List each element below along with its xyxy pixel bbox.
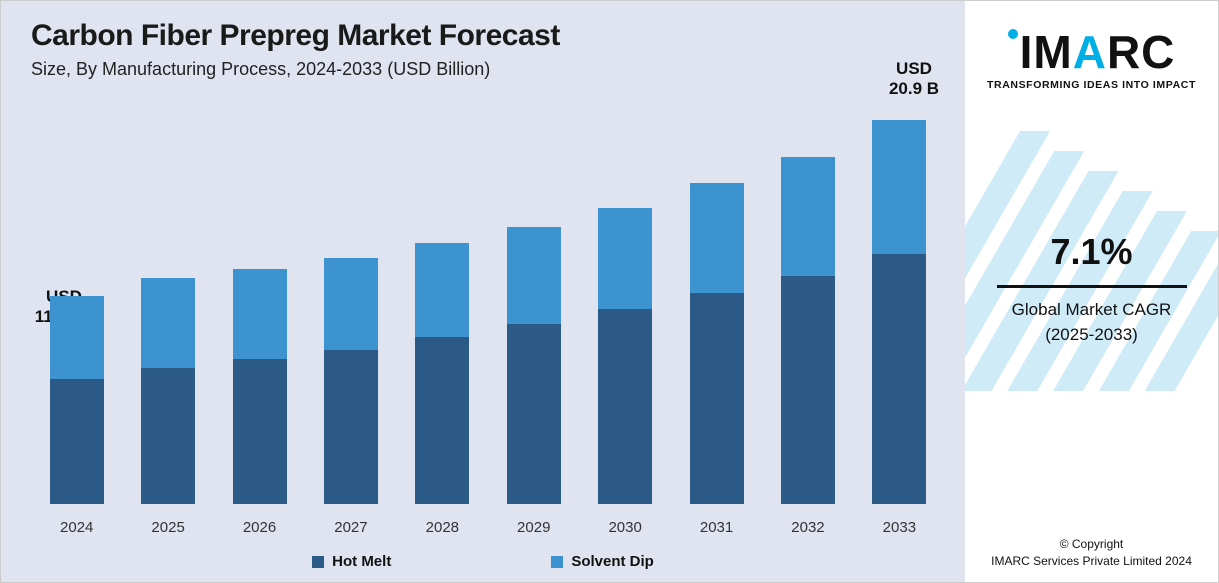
legend-label: Solvent Dip (571, 553, 654, 570)
x-axis-labels: 2024202520262027202820292030203120322033 (31, 519, 945, 536)
bar-segment-solvent-dip (690, 183, 744, 293)
logo-dot-icon (1008, 29, 1018, 39)
x-axis-label: 2026 (214, 519, 305, 536)
chart-subtitle: Size, By Manufacturing Process, 2024-203… (31, 59, 945, 80)
bar-segment-solvent-dip (324, 258, 378, 350)
imarc-logo: IMARC TRANSFORMING IDEAS INTO IMPACT (987, 29, 1196, 91)
legend: Hot Melt Solvent Dip (1, 553, 965, 570)
side-panel: IMARC TRANSFORMING IDEAS INTO IMPACT 7.1… (965, 1, 1218, 582)
bar (50, 296, 104, 504)
legend-swatch-icon (312, 556, 324, 568)
x-axis-label: 2024 (31, 519, 122, 536)
x-axis-label: 2032 (762, 519, 853, 536)
bar-slot (579, 111, 670, 504)
chart-title: Carbon Fiber Prepreg Market Forecast (31, 19, 945, 53)
copyright: © Copyright IMARC Services Private Limit… (965, 536, 1218, 570)
bar-slot (31, 111, 122, 504)
x-axis-label: 2028 (397, 519, 488, 536)
bar (872, 120, 926, 504)
copyright-line1: © Copyright (965, 536, 1218, 553)
bar (415, 243, 469, 504)
cagr-block: 7.1% Global Market CAGR (2025-2033) (997, 231, 1187, 347)
bar-segment-hot-melt (507, 324, 561, 504)
cagr-divider (997, 285, 1187, 288)
bar-slot (671, 111, 762, 504)
bar-segment-hot-melt (872, 254, 926, 504)
callout-last-line2: 20.9 B (869, 79, 959, 99)
callout-last: USD 20.9 B (869, 59, 959, 100)
bar (324, 258, 378, 504)
bar-segment-hot-melt (141, 368, 195, 504)
bar-slot (305, 111, 396, 504)
bar-segment-hot-melt (415, 337, 469, 504)
x-axis-label: 2025 (122, 519, 213, 536)
x-axis-label: 2031 (671, 519, 762, 536)
bar-segment-hot-melt (598, 309, 652, 504)
bar-segment-solvent-dip (872, 120, 926, 254)
bar (507, 227, 561, 504)
copyright-line2: IMARC Services Private Limited 2024 (965, 553, 1218, 570)
bar-slot (214, 111, 305, 504)
bar-segment-solvent-dip (415, 243, 469, 337)
bar-segment-solvent-dip (233, 269, 287, 359)
legend-label: Hot Melt (332, 553, 391, 570)
logo-text-pre: IM (1020, 29, 1073, 75)
logo-text-post: RC (1107, 29, 1175, 75)
bar-segment-solvent-dip (781, 157, 835, 276)
bar-segment-hot-melt (50, 379, 104, 504)
bar (598, 208, 652, 504)
bar-segment-solvent-dip (50, 296, 104, 379)
bar (781, 157, 835, 504)
legend-swatch-icon (551, 556, 563, 568)
x-axis-label: 2033 (854, 519, 945, 536)
bar (690, 183, 744, 504)
root: Carbon Fiber Prepreg Market Forecast Siz… (0, 0, 1219, 583)
chart-panel: Carbon Fiber Prepreg Market Forecast Siz… (1, 1, 965, 582)
legend-item-hot-melt: Hot Melt (312, 553, 391, 570)
legend-item-solvent-dip: Solvent Dip (551, 553, 654, 570)
logo-text-accent: A (1073, 29, 1107, 75)
logo-word: IMARC (1008, 29, 1176, 75)
bar-slot (762, 111, 853, 504)
bar-segment-solvent-dip (141, 278, 195, 368)
logo-tagline: TRANSFORMING IDEAS INTO IMPACT (987, 79, 1196, 91)
bar-slot (122, 111, 213, 504)
x-axis-label: 2027 (305, 519, 396, 536)
bar-segment-hot-melt (233, 359, 287, 504)
bar-segment-hot-melt (781, 276, 835, 504)
bars-row (31, 111, 945, 504)
bar-slot (854, 111, 945, 504)
bar-slot (397, 111, 488, 504)
x-axis-label: 2030 (579, 519, 670, 536)
x-axis-label: 2029 (488, 519, 579, 536)
bar-segment-solvent-dip (598, 208, 652, 309)
cagr-label-line2: (2025-2033) (997, 323, 1187, 348)
cagr-value: 7.1% (997, 231, 1187, 281)
plot-area (31, 111, 945, 504)
bar-segment-hot-melt (324, 350, 378, 504)
callout-last-line1: USD (869, 59, 959, 79)
bar (141, 278, 195, 504)
bar (233, 269, 287, 504)
cagr-label-line1: Global Market CAGR (997, 298, 1187, 323)
bar-slot (488, 111, 579, 504)
bar-segment-solvent-dip (507, 227, 561, 324)
bar-segment-hot-melt (690, 293, 744, 504)
